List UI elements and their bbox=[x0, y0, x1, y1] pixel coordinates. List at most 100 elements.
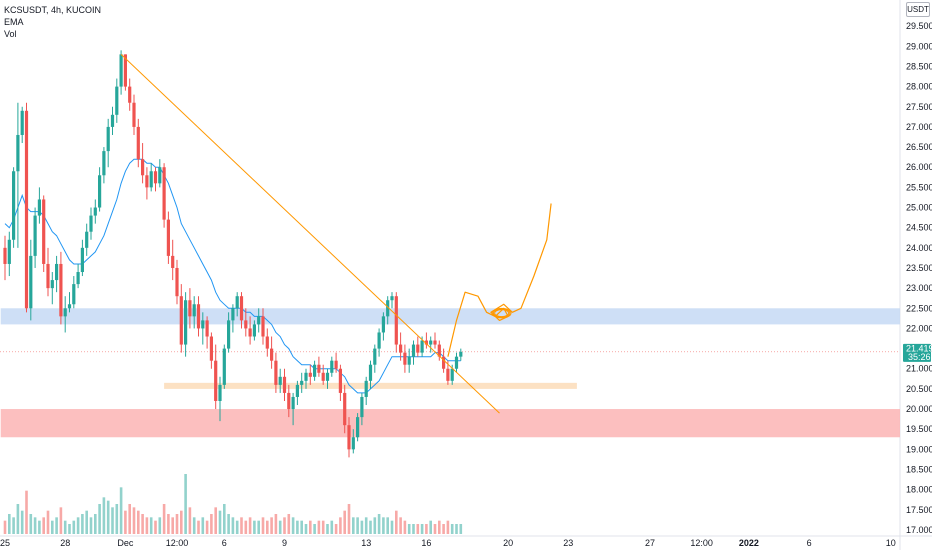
volume-bar bbox=[3, 520, 7, 534]
candle bbox=[214, 344, 218, 410]
candle-body bbox=[386, 300, 390, 317]
candle-body bbox=[270, 348, 274, 361]
candle-body bbox=[459, 351, 463, 357]
y-tick-label: 27.000 bbox=[906, 122, 932, 132]
volume-bar bbox=[192, 517, 196, 534]
volume-bar bbox=[309, 520, 312, 534]
volume-bar bbox=[278, 520, 282, 534]
volume-bar bbox=[399, 517, 402, 534]
y-tick-label: 24.500 bbox=[906, 223, 932, 233]
candle-body bbox=[399, 344, 403, 353]
candle-body bbox=[351, 437, 355, 450]
candle bbox=[205, 316, 209, 349]
volume-bar bbox=[132, 507, 136, 534]
candle bbox=[347, 417, 351, 458]
y-tick-label: 22.500 bbox=[906, 303, 932, 313]
candle bbox=[282, 368, 287, 401]
candle-body bbox=[334, 360, 338, 369]
volume-bar bbox=[111, 507, 114, 534]
candle bbox=[67, 292, 72, 313]
candle-body bbox=[252, 324, 256, 337]
volume-bar bbox=[197, 520, 200, 534]
volume-bar bbox=[85, 510, 88, 534]
candle bbox=[287, 384, 291, 418]
volume-bar bbox=[266, 520, 269, 534]
currency-label[interactable]: USDT bbox=[906, 2, 930, 17]
candle bbox=[325, 368, 330, 389]
candle-body bbox=[403, 352, 407, 365]
volume-bar bbox=[51, 520, 54, 534]
volume-bar bbox=[377, 514, 381, 534]
y-tick-label: 23.000 bbox=[906, 283, 932, 293]
candle-body bbox=[424, 340, 428, 345]
trendline bbox=[120, 54, 500, 414]
volume-bar bbox=[296, 520, 299, 534]
candle-body bbox=[106, 126, 110, 152]
y-tick-label: 21.000 bbox=[906, 364, 932, 374]
candle bbox=[317, 356, 321, 377]
y-tick-label: 18.000 bbox=[906, 485, 932, 495]
volume-bar bbox=[16, 504, 20, 534]
candle bbox=[110, 106, 115, 135]
candle bbox=[313, 360, 317, 381]
volume-bar bbox=[89, 517, 93, 534]
volume-bar bbox=[201, 517, 205, 534]
volume-bar bbox=[326, 524, 329, 534]
volume-bar bbox=[76, 517, 80, 534]
candle-body bbox=[16, 134, 20, 172]
candle-body bbox=[205, 320, 209, 337]
candle-body bbox=[158, 167, 162, 184]
x-tick-label: 16 bbox=[421, 538, 431, 548]
x-tick-label: 20 bbox=[503, 538, 513, 548]
volume-bar bbox=[205, 520, 209, 534]
volume-bar bbox=[446, 520, 450, 534]
volume-bar bbox=[223, 504, 226, 534]
y-tick-label: 19.000 bbox=[906, 444, 932, 454]
y-tick-label: 17.500 bbox=[906, 505, 932, 515]
volume-bar bbox=[231, 517, 235, 534]
volume-bar bbox=[119, 487, 123, 534]
blue-zone bbox=[0, 308, 900, 325]
candle bbox=[12, 167, 16, 248]
candle bbox=[257, 308, 261, 333]
candle-body bbox=[46, 263, 50, 289]
candle-body bbox=[115, 86, 119, 115]
volume-bar bbox=[124, 510, 127, 534]
candle-body bbox=[76, 272, 80, 285]
candle bbox=[261, 308, 265, 345]
candle-body bbox=[411, 344, 416, 357]
candle-body bbox=[218, 384, 222, 401]
volume-bar bbox=[352, 517, 355, 534]
candle bbox=[119, 50, 123, 95]
volume-bar bbox=[433, 524, 437, 534]
volume-bar bbox=[141, 514, 144, 534]
chart-legend: KCSUSDT, 4h, KUCOIN EMA Vol bbox=[4, 4, 101, 40]
candle-body bbox=[37, 199, 41, 216]
y-tick-label: 27.500 bbox=[906, 102, 932, 112]
candle-body bbox=[300, 380, 304, 385]
vol-label: Vol bbox=[4, 29, 17, 39]
volume-bar bbox=[227, 514, 230, 534]
x-tick-label: 13 bbox=[361, 538, 371, 548]
volume-bar bbox=[145, 517, 149, 534]
candle-body bbox=[29, 255, 33, 309]
x-tick-label: 25 bbox=[0, 538, 10, 548]
candle bbox=[85, 223, 89, 256]
volume-bar bbox=[382, 517, 385, 534]
candle bbox=[364, 376, 368, 406]
y-tick-label: 29.000 bbox=[906, 41, 932, 51]
candle bbox=[411, 340, 416, 365]
volume-bar bbox=[154, 520, 157, 534]
candle-body bbox=[7, 239, 11, 264]
candle bbox=[308, 364, 312, 385]
volume-bar bbox=[68, 524, 71, 534]
candle bbox=[149, 163, 153, 192]
candle-body bbox=[188, 300, 192, 317]
candle-body bbox=[209, 336, 213, 361]
volume-bar bbox=[364, 517, 368, 534]
candle-body bbox=[98, 175, 102, 208]
x-tick-label: 23 bbox=[563, 538, 573, 548]
scribble-circle bbox=[492, 308, 511, 318]
